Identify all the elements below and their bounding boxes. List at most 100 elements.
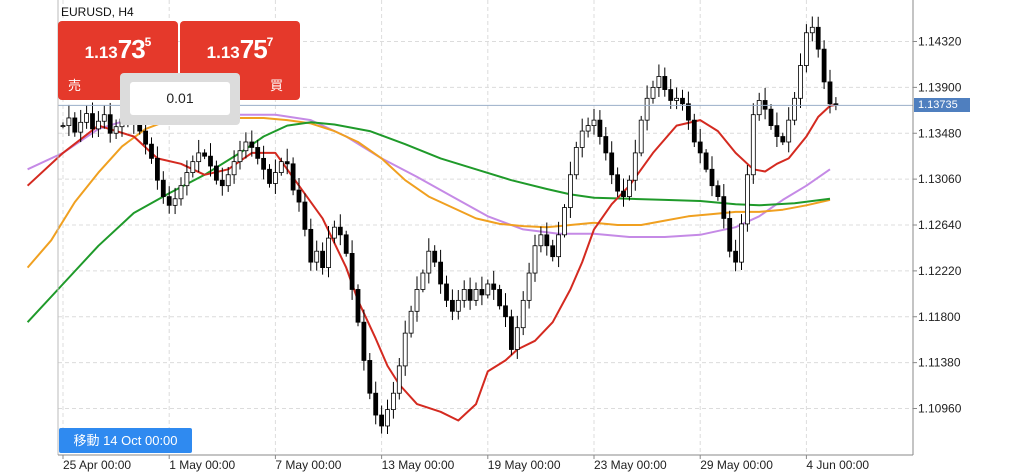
candle — [644, 85, 650, 131]
candle-body — [208, 155, 213, 167]
buy-price-fraction: 7 — [266, 35, 274, 49]
x-axis-labels: 25 Apr 00:00 1 May 00:00 7 May 00:00 13 May… — [62, 455, 869, 472]
candle-body — [686, 103, 691, 121]
candle-body — [573, 147, 579, 176]
y-tick-label: 1.12220 — [918, 264, 962, 278]
candle-body — [379, 414, 385, 427]
candle-body — [231, 161, 237, 176]
candle — [261, 145, 267, 180]
candle — [774, 112, 780, 147]
candle — [686, 91, 691, 130]
candle — [225, 166, 231, 192]
candle — [196, 139, 202, 173]
candle-body — [438, 261, 444, 285]
sell-price-prefix: 1.13 — [84, 43, 118, 62]
chart-grid — [58, 0, 913, 455]
candle-body — [444, 283, 449, 301]
sell-price: 1.13735 — [58, 34, 178, 65]
candle-body — [190, 161, 196, 173]
candle-body — [426, 250, 432, 274]
candle — [444, 275, 449, 308]
candle — [573, 141, 579, 180]
candle-body — [84, 113, 89, 123]
candle — [538, 226, 544, 253]
candle — [804, 24, 809, 73]
ma-green-line — [26, 121, 831, 323]
candle — [514, 315, 520, 359]
candle-body — [632, 152, 638, 181]
y-tick-label: 1.13060 — [918, 172, 962, 186]
candle-body — [745, 174, 750, 225]
candle — [90, 102, 95, 138]
candle — [402, 320, 408, 376]
candle — [780, 132, 786, 146]
candle — [408, 305, 414, 338]
candle — [650, 80, 656, 104]
candle-body — [72, 117, 78, 133]
candle — [267, 164, 272, 188]
candle — [662, 67, 668, 97]
candle — [461, 280, 467, 308]
candle-body — [113, 126, 119, 134]
x-tick-label: 29 May 00:00 — [700, 458, 773, 472]
candle-body — [756, 100, 762, 116]
candle-body — [78, 121, 84, 133]
candle-body — [90, 113, 95, 130]
candle — [721, 184, 727, 229]
scroll-to-date-button[interactable]: 移動 14 Oct 00:00 — [59, 428, 192, 453]
candle-body — [727, 218, 733, 252]
candle — [739, 214, 744, 270]
candle — [568, 161, 573, 218]
candle-body — [143, 130, 149, 145]
candle-body — [302, 201, 308, 230]
candle — [414, 276, 420, 322]
x-tick-label: 19 May 00:00 — [488, 458, 561, 472]
candle-body — [680, 97, 685, 105]
candle — [597, 110, 603, 145]
candle-body — [60, 125, 66, 128]
candle — [172, 187, 178, 215]
candle — [154, 146, 160, 190]
candle — [556, 221, 561, 268]
x-tick-label: 4 Jun 00:00 — [806, 458, 869, 472]
candle-body — [432, 250, 438, 263]
candle — [786, 107, 792, 153]
candle-body — [591, 119, 597, 127]
candle — [320, 242, 326, 275]
candle-body — [261, 157, 267, 170]
moving-averages — [26, 103, 837, 422]
candle-body — [827, 81, 833, 105]
candle-body — [668, 89, 674, 101]
candle — [308, 218, 314, 271]
candle-body — [202, 152, 208, 157]
candle — [420, 269, 426, 293]
candle — [615, 167, 620, 197]
candle-body — [414, 289, 420, 312]
candle-body — [804, 32, 809, 66]
ma-red-line — [26, 103, 837, 422]
candle — [149, 137, 154, 164]
candle — [798, 53, 803, 109]
candle — [219, 167, 225, 196]
candle-body — [107, 114, 113, 134]
candle-body — [101, 114, 107, 122]
candle — [809, 16, 815, 42]
candle-body — [721, 196, 727, 219]
candle-body — [402, 332, 408, 367]
lot-size-input[interactable]: 0.01 — [130, 82, 230, 115]
candle-body — [715, 185, 721, 198]
candle-body — [656, 76, 662, 88]
candle — [609, 141, 615, 185]
candle — [379, 405, 385, 434]
candle-body — [390, 392, 396, 410]
candle-body — [337, 226, 343, 236]
candle-body — [154, 157, 160, 181]
candle-body — [278, 161, 284, 173]
candle — [621, 178, 626, 207]
candle-body — [284, 161, 290, 165]
candle — [72, 112, 78, 137]
candle — [709, 156, 715, 197]
candle-body — [331, 226, 337, 239]
candle-body — [455, 299, 461, 312]
candle-body — [697, 141, 703, 154]
